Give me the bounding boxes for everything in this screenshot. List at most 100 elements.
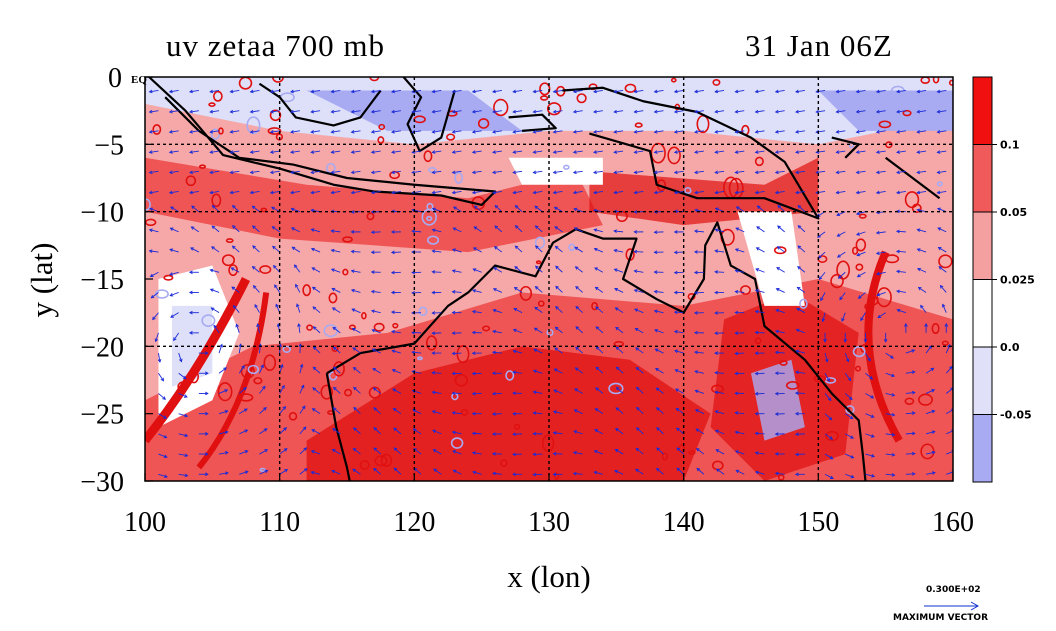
contour-blob (546, 328, 554, 337)
wind-vector (856, 211, 866, 215)
wind-vector-head (895, 229, 900, 234)
wind-vector-head (513, 307, 518, 312)
contour-blob (377, 136, 385, 144)
coastline (885, 156, 941, 200)
wind-vector-head (249, 190, 254, 195)
wind-vector (373, 387, 381, 394)
wind-vector (311, 90, 321, 93)
wind-vector-head (931, 409, 936, 414)
grid-lines (145, 77, 953, 481)
wind-vector (795, 150, 805, 153)
wind-vector (775, 309, 785, 314)
wind-vector-head (575, 326, 580, 330)
wind-vector (655, 348, 664, 354)
wind-vector (412, 230, 422, 233)
wind-vector-head (572, 471, 577, 476)
contour-blob (688, 450, 696, 455)
wind-vector-head (635, 406, 640, 411)
wind-vector (795, 170, 805, 174)
wind-vector (905, 371, 915, 374)
wind-vector (432, 170, 442, 174)
wind-vector (273, 265, 280, 273)
wind-vector (218, 451, 228, 455)
wind-vector (253, 285, 260, 293)
wind-vector-head (875, 150, 880, 154)
wind-vector (836, 110, 846, 113)
wind-vector-head (714, 290, 718, 295)
wind-vector-head (310, 190, 315, 195)
wind-vector (818, 251, 826, 259)
wind-vector (452, 90, 462, 93)
colorbar-label: 0.05 (1000, 206, 1027, 219)
wind-vector-head (694, 190, 698, 195)
wind-vector-head (794, 452, 799, 457)
wind-vector (634, 150, 644, 153)
wind-vector (595, 286, 604, 293)
x-tick-label: 110 (259, 507, 300, 538)
wind-vector-head (190, 226, 195, 230)
wind-vector-head (916, 248, 921, 252)
legend-arrow-head (970, 601, 980, 611)
contour-blob (238, 393, 254, 402)
wind-vector (513, 150, 523, 153)
wind-vector-head (673, 310, 678, 315)
wind-vector-head (635, 447, 640, 452)
wind-vector-head (735, 206, 740, 210)
wind-vector-head (774, 130, 779, 134)
wind-vector (775, 330, 785, 334)
wind-vector-head (593, 130, 597, 134)
wind-vector (615, 307, 624, 314)
wind-vector-head (734, 391, 739, 396)
wind-vector-head (575, 305, 580, 310)
wind-vector-head (205, 411, 209, 416)
wind-vector (946, 430, 953, 435)
wind-vector (279, 469, 288, 475)
wind-vector (295, 284, 301, 293)
wind-vector (756, 226, 765, 233)
wind-vector (472, 432, 482, 435)
wind-vector (595, 408, 604, 415)
wind-vector (845, 473, 854, 478)
wind-vector-head (593, 470, 598, 475)
wind-vector (824, 433, 833, 440)
wind-vector (235, 324, 240, 334)
wind-vector (189, 90, 199, 93)
wind-vector-head (734, 130, 739, 134)
wind-vector (250, 90, 260, 93)
wind-vector (824, 373, 830, 382)
wind-vector-head (148, 130, 153, 134)
wind-vector-head (223, 367, 228, 371)
wind-vector-head (263, 407, 267, 411)
wind-vector (259, 428, 268, 435)
wind-vector-head (653, 190, 658, 195)
wind-vector (917, 130, 927, 133)
wind-vector-head (310, 170, 315, 175)
wind-vector-head (615, 326, 619, 331)
wind-vector (259, 386, 266, 394)
wind-vector (333, 346, 341, 354)
wind-vector (534, 205, 543, 213)
wind-vector (210, 191, 220, 194)
wind-vector (211, 225, 220, 233)
wind-vector-head (152, 316, 156, 321)
wind-vector-head (191, 205, 195, 210)
wind-vector (937, 110, 947, 113)
wind-vector (311, 191, 321, 194)
colorbar-swatch (972, 144, 993, 213)
contour-blob (247, 364, 260, 375)
x-axis-label: x (lon) (507, 559, 591, 594)
wind-vector (371, 170, 381, 174)
wind-vector (594, 229, 603, 233)
wind-vector (311, 450, 321, 455)
wind-vector-head (492, 329, 497, 334)
contour-blob (825, 430, 839, 442)
wind-vector-head (917, 286, 922, 291)
wind-vector-head (493, 267, 498, 271)
wind-vector-head (850, 435, 855, 439)
wind-vector-head (735, 227, 740, 231)
wind-vector-head (243, 386, 247, 391)
wind-vector-head (675, 427, 680, 432)
wind-vector-head (332, 366, 337, 371)
wind-vector (413, 468, 422, 475)
wind-vector-head (183, 394, 188, 398)
